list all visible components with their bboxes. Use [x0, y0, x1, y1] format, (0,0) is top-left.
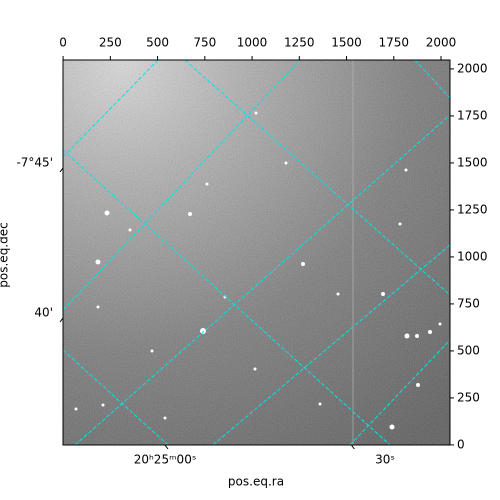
x-tick-label: 750 [193, 36, 216, 50]
y-tick-label: 1500 [457, 155, 488, 169]
y-tick-label: 0 [457, 437, 465, 451]
ra-tick-label: 20ʰ25ᵐ00ˢ [134, 453, 197, 467]
ra-tick-label: 30ˢ [375, 453, 395, 467]
x-tick-label: 1250 [284, 36, 315, 50]
y-tick-label: 2000 [457, 61, 488, 75]
x-tick-label: 1750 [379, 36, 410, 50]
stars [74, 111, 442, 430]
y-tick-label: 750 [457, 296, 480, 310]
y-tick-label: 250 [457, 390, 480, 404]
y-tick-label: 500 [457, 343, 480, 357]
coordinate-grid [63, 60, 450, 445]
y-tick-label: 1250 [457, 202, 488, 216]
x-tick-label: 1000 [237, 36, 268, 50]
dec-tick [59, 167, 64, 173]
x-tick-label: 250 [99, 36, 122, 50]
dec-tick [59, 317, 64, 323]
y-tick-label: 1000 [457, 249, 488, 263]
x-tick-label: 1500 [331, 36, 362, 50]
y-axis-label: pos.eq.dec [0, 222, 11, 287]
x-tick-label: 0 [59, 36, 67, 50]
dec-tick-label: 40' [34, 306, 53, 320]
x-tick-label: 2000 [426, 36, 457, 50]
x-axis-label: pos.eq.ra [228, 475, 284, 489]
image [63, 60, 450, 445]
plot-frame [62, 59, 451, 446]
ra-tick [350, 444, 355, 450]
y-tick-label: 1750 [457, 108, 488, 122]
dec-tick-label: -7°45' [16, 156, 53, 170]
ra-tick [164, 444, 169, 450]
x-tick-label: 500 [146, 36, 169, 50]
